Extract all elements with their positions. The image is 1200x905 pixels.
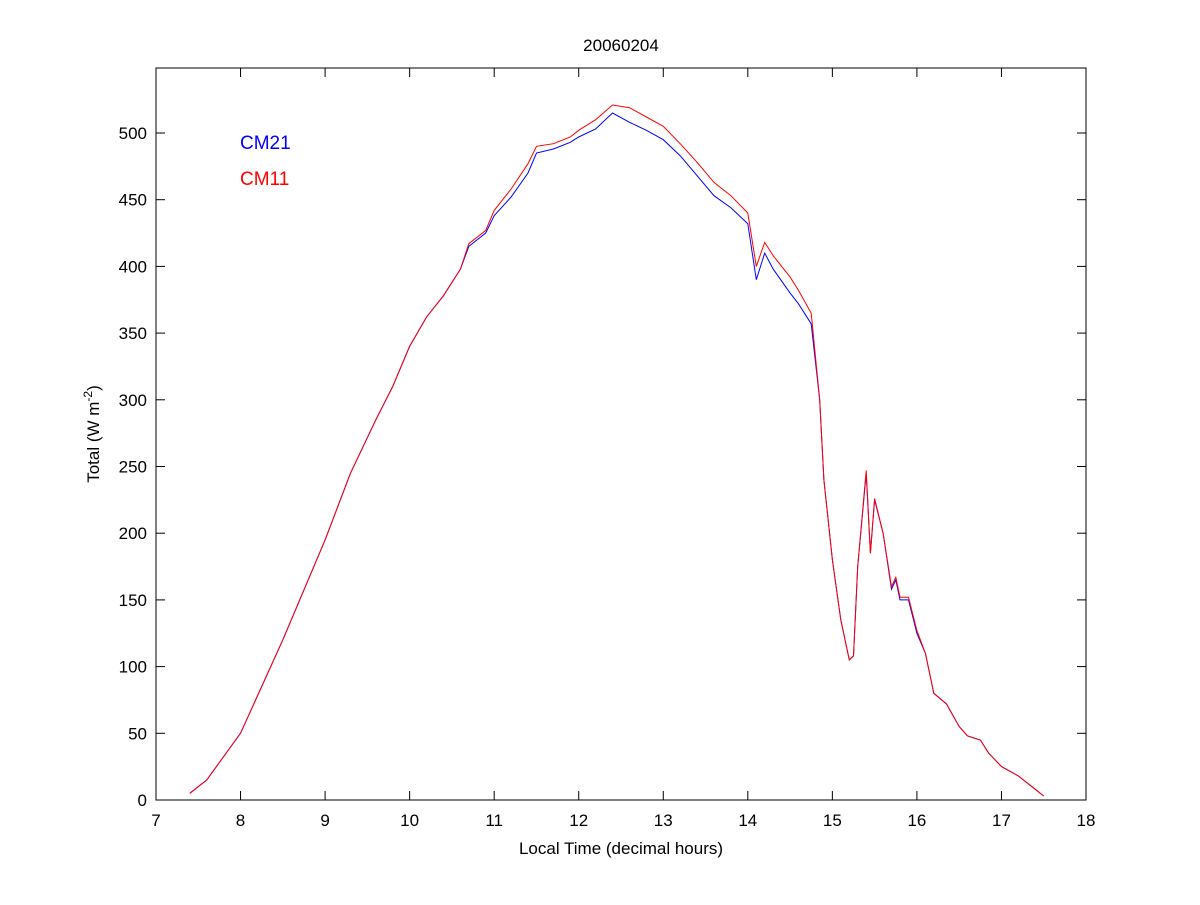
series-lines [189,104,1045,797]
x-tick-label: 15 [823,811,842,830]
y-axis-label-end: ) [84,385,103,391]
y-axis-ticks: 0 50 100 150 200 250 300 350 400 450 500 [119,124,1086,810]
y-axis-label: Total (W m-2) [81,385,103,483]
y-tick-label: 350 [119,324,147,343]
y-tick-label: 250 [119,458,147,477]
legend-cm11: CM11 [240,169,289,190]
y-tick-label: 400 [119,257,147,276]
y-tick-label: 500 [119,124,147,143]
y-axis-label-main: Total (W m [84,402,103,483]
x-tick-label: 14 [738,811,757,830]
x-tick-label: 16 [907,811,926,830]
y-axis-label-sup: -2 [81,391,95,402]
legend-cm21: CM21 [240,133,291,154]
x-axis-label: Local Time (decimal hours) [519,839,723,858]
x-tick-label: 11 [485,811,503,830]
x-tick-label: 7 [151,811,160,830]
plot-area [155,67,1087,801]
x-tick-label: 10 [400,811,419,830]
x-tick-label: 18 [1077,811,1096,830]
x-tick-label: 12 [569,811,588,830]
series-line-cm11 [189,104,1045,797]
y-tick-label: 200 [119,524,147,543]
y-tick-label: 300 [119,391,147,410]
y-tick-label: 50 [128,724,147,743]
y-tick-label: 100 [119,658,147,677]
x-tick-label: 8 [236,811,245,830]
x-tick-label: 9 [320,811,329,830]
x-tick-label: 17 [992,811,1011,830]
x-tick-label: 13 [654,811,673,830]
y-tick-label: 450 [119,191,147,210]
y-tick-label: 0 [138,791,147,810]
y-tick-label: 150 [119,591,147,610]
chart-title: 20060204 [583,36,659,55]
x-axis-ticks: 7 8 9 10 11 12 13 14 15 16 17 18 [151,68,1095,830]
